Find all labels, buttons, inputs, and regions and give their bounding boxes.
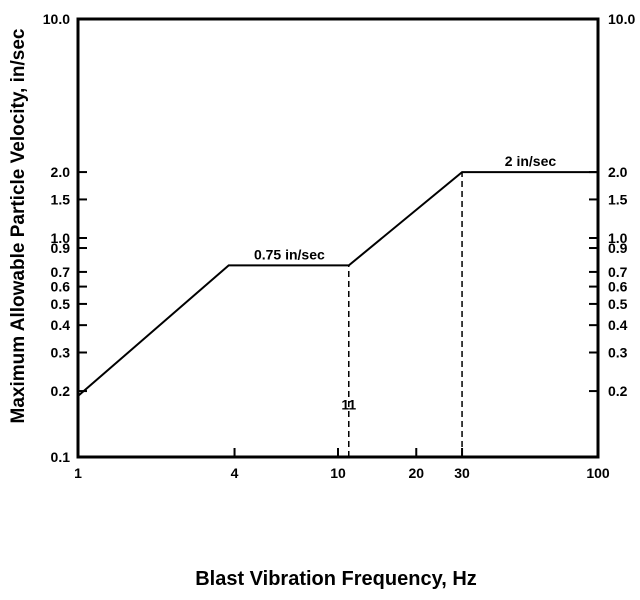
x-tick-label: 20 <box>408 465 424 481</box>
y-tick-label: 2.0 <box>51 164 71 180</box>
x-axis-label: Blast Vibration Frequency, Hz <box>195 568 477 590</box>
x-tick-label: 30 <box>454 465 470 481</box>
annotation-label: 0.75 in/sec <box>254 246 325 262</box>
y-tick-label: 10.0 <box>43 11 70 27</box>
right-y-tick-label: 1.5 <box>608 191 628 207</box>
right-y-tick-label: 0.3 <box>608 345 628 361</box>
plot-frame <box>76 17 600 459</box>
series-line <box>77 171 598 397</box>
x-tick-label: 1 <box>74 465 82 481</box>
y-tick-label: 0.9 <box>51 240 71 256</box>
right-y-tick-label: 0.4 <box>608 317 628 333</box>
y-tick-label: 0.7 <box>51 264 71 280</box>
y-axis-label: Maximum Allowable Particle Velocity, in/… <box>8 28 29 423</box>
annotation-label: 2 in/sec <box>505 153 557 169</box>
y-tick-label: 0.5 <box>51 296 71 312</box>
reference-line-label: 11 <box>341 396 356 412</box>
y-tick-label: 0.2 <box>51 383 71 399</box>
y-tick-label: 1.5 <box>51 191 71 207</box>
y-tick-label: 0.1 <box>51 449 71 465</box>
right-y-tick-label: 0.7 <box>608 264 628 280</box>
x-tick-label: 4 <box>231 465 239 481</box>
y-tick-label: 0.4 <box>51 317 71 333</box>
right-y-tick-label: 2.0 <box>608 164 628 180</box>
y-tick-label: 1.0 <box>51 230 71 246</box>
x-tick-label: 10 <box>330 465 346 481</box>
right-y-tick-label: 1.0 <box>608 230 628 246</box>
right-y-tick-label: 0.6 <box>608 279 628 295</box>
y-tick-label: 0.3 <box>51 345 71 361</box>
y-tick-label: 0.6 <box>51 279 71 295</box>
right-y-tick-label: 0.5 <box>608 296 628 312</box>
right-y-tick-label: 0.9 <box>608 240 628 256</box>
right-y-tick-label: 0.2 <box>608 383 628 399</box>
x-tick-label: 100 <box>586 465 610 481</box>
right-y-tick-label: 10.0 <box>608 11 635 27</box>
